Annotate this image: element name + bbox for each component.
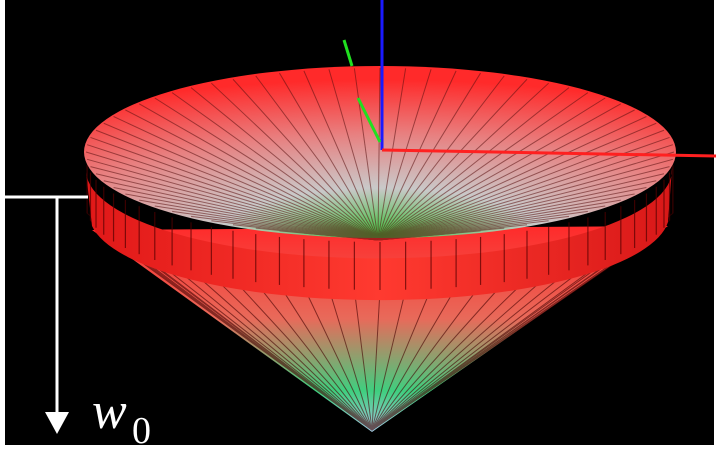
subscript: 0	[132, 410, 151, 450]
symbol: w	[92, 383, 127, 440]
page: w 0 (() => { const data = JSON.parse(doc…	[0, 0, 719, 450]
scene: w 0	[0, 0, 719, 450]
